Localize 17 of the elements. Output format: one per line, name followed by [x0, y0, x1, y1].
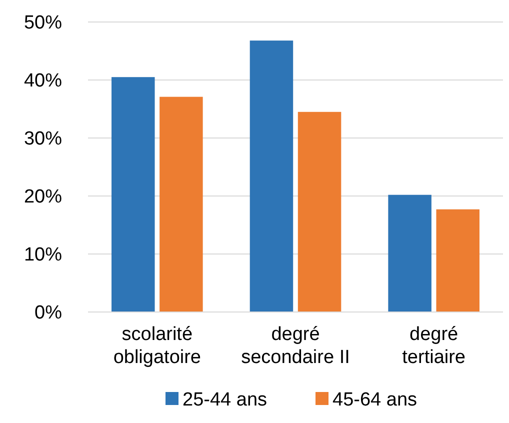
- y-tick-label: 0%: [34, 302, 62, 324]
- bar: [436, 209, 480, 312]
- legend-label: 45-64 ans: [332, 390, 418, 411]
- bar: [160, 96, 203, 312]
- bar: [250, 40, 294, 312]
- bar: [112, 77, 155, 312]
- y-tick-label: 30%: [24, 128, 62, 150]
- x-tick-label: scolarité obligatoire: [113, 324, 202, 368]
- y-tick-label: 10%: [24, 244, 62, 266]
- y-tick-label: 50%: [24, 12, 62, 34]
- bar: [388, 194, 432, 312]
- y-tick-label: 40%: [24, 70, 62, 92]
- y-tick-label: 20%: [24, 186, 62, 208]
- x-tick-label: degré secondaire II: [241, 324, 350, 368]
- bar: [298, 112, 342, 312]
- legend-label: 25-44 ans: [182, 390, 268, 411]
- x-tick-label: degré tertiaire: [402, 324, 466, 368]
